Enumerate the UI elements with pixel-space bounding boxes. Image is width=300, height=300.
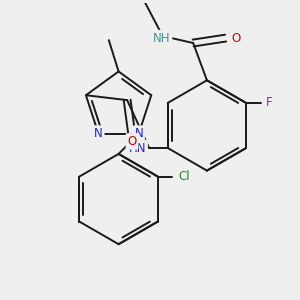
- Text: N: N: [94, 127, 103, 140]
- Text: HN: HN: [129, 142, 146, 154]
- Text: Cl: Cl: [178, 170, 190, 183]
- Text: O: O: [232, 32, 241, 45]
- Text: NH: NH: [153, 32, 170, 45]
- Text: O: O: [128, 135, 137, 148]
- Text: N: N: [134, 127, 143, 140]
- Text: F: F: [266, 96, 273, 110]
